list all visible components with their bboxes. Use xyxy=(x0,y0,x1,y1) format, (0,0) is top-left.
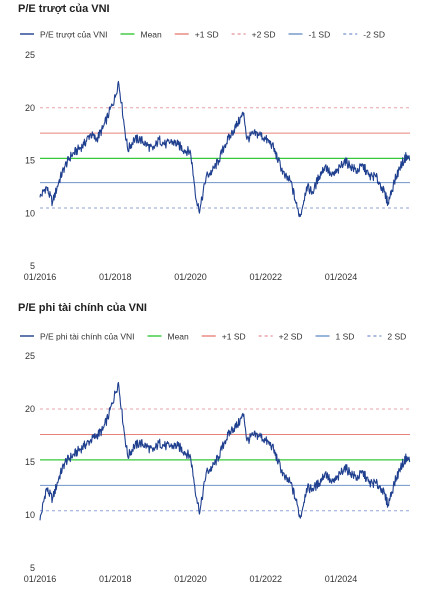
x-tick-label: 01/2022 xyxy=(249,272,282,282)
legend-label-plus-2sd: +2 SD xyxy=(279,332,303,342)
legend-label-minus-1sd: 1 SD xyxy=(336,332,355,342)
x-tick-label: 01/2020 xyxy=(174,574,207,584)
y-tick-label: 5 xyxy=(30,261,35,271)
y-tick-label: 25 xyxy=(25,50,35,60)
chart-panel-nonfinancial-pe: P/E phi tài chính của VNI P/E phi tài ch… xyxy=(0,298,438,596)
series-line xyxy=(39,381,411,521)
y-tick-label: 15 xyxy=(25,457,35,467)
nonfinancial-pe-chart: P/E phi tài chính của VNI Mean +1 SD +2 SD 1… xyxy=(20,332,411,584)
x-tick-label: 01/2024 xyxy=(325,574,358,584)
series-line xyxy=(39,80,411,218)
x-tick-label: 01/2018 xyxy=(99,272,132,282)
legend-label-minus-2sd: 2 SD xyxy=(387,332,406,342)
y-tick-label: 25 xyxy=(25,351,35,361)
x-tick-label: 01/2018 xyxy=(99,574,132,584)
legend-label-series: P/E phi tài chính của VNI xyxy=(40,332,135,342)
legend-label-series: P/E trượt của VNI xyxy=(40,30,107,40)
legend-label-plus-1sd: +1 SD xyxy=(195,30,219,40)
chart-title: P/E phi tài chính của VNI xyxy=(18,302,147,314)
y-tick-label: 10 xyxy=(25,510,35,520)
chart-title: P/E trượt của VNI xyxy=(18,3,110,15)
x-tick-label: 01/2022 xyxy=(249,574,282,584)
y-tick-label: 20 xyxy=(25,103,35,113)
y-tick-label: 20 xyxy=(25,404,35,414)
legend-label-mean: Mean xyxy=(168,332,190,342)
y-tick-label: 5 xyxy=(30,563,35,573)
legend-label-plus-2sd: +2 SD xyxy=(252,30,276,40)
legend-label-minus-1sd: -1 SD xyxy=(309,30,331,40)
legend-label-minus-2sd: -2 SD xyxy=(363,30,385,40)
legend-label-plus-1sd: +1 SD xyxy=(222,332,246,342)
x-tick-label: 01/2024 xyxy=(325,272,358,282)
legend-label-mean: Mean xyxy=(140,30,162,40)
trailing-pe-chart: P/E trượt của VNI Mean +1 SD +2 SD -1 SD -2 S… xyxy=(20,30,411,282)
chart-panel-trailing-pe: P/E trượt của VNI P/E trượt của VNI Mean +… xyxy=(18,3,411,282)
x-tick-label: 01/2016 xyxy=(24,574,57,584)
x-tick-label: 01/2016 xyxy=(24,272,57,282)
y-tick-label: 10 xyxy=(25,208,35,218)
y-tick-label: 15 xyxy=(25,156,35,166)
x-tick-label: 01/2020 xyxy=(174,272,207,282)
